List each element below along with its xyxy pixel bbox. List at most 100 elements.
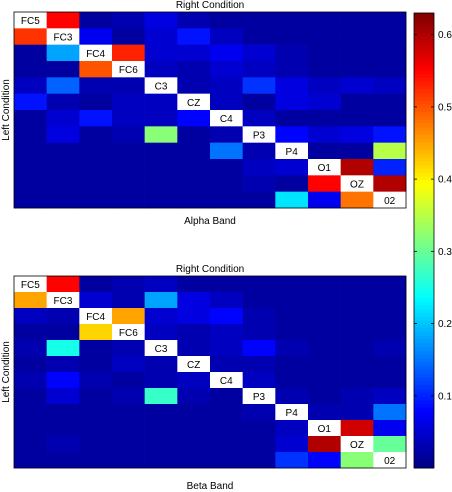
heatmap-cell xyxy=(340,12,374,29)
heatmap-cell xyxy=(210,61,243,78)
diagonal-cell xyxy=(177,93,210,110)
heatmap-cell xyxy=(373,28,407,45)
diagonal-cell xyxy=(373,191,406,208)
heatmap-cell xyxy=(210,308,243,325)
heatmap-cell xyxy=(177,292,211,309)
heatmap-cell xyxy=(79,452,113,469)
diagonal-cell xyxy=(79,44,112,61)
heatmap-cell xyxy=(308,12,341,29)
heatmap-cell xyxy=(308,93,341,111)
heatmap-cell xyxy=(144,61,178,78)
channel-label: P3 xyxy=(253,392,266,403)
heatmap-cell xyxy=(46,436,80,453)
colorbar-segment xyxy=(414,107,434,113)
channel-label: FC6 xyxy=(119,328,138,339)
colorbar-segment xyxy=(414,58,434,63)
heatmap-cell xyxy=(112,110,145,127)
colorbar-segment xyxy=(414,149,434,154)
x-axis-label: Alpha Band xyxy=(184,216,236,227)
heatmap-cell xyxy=(275,372,309,389)
heatmap-cell xyxy=(373,276,407,293)
heatmap-cell xyxy=(340,28,374,45)
heatmap-cell xyxy=(144,110,178,127)
colorbar-segment xyxy=(414,176,434,181)
heatmap-cell xyxy=(275,77,309,94)
colorbar-segment xyxy=(414,160,434,166)
heatmap-cell xyxy=(177,388,211,405)
colorbar-segment xyxy=(414,251,434,257)
colorbar-segment xyxy=(414,145,434,150)
heatmap-cell xyxy=(275,308,309,325)
heatmap-cell xyxy=(340,340,374,357)
heatmap-cell xyxy=(177,436,211,453)
colorbar-segment xyxy=(414,301,434,306)
diagonal-cell xyxy=(242,388,276,404)
channel-label: O1 xyxy=(318,163,332,174)
heatmap-cell xyxy=(275,175,309,192)
colorbar-segment xyxy=(414,445,434,450)
colorbar-segment xyxy=(414,464,434,469)
heatmap-cell xyxy=(14,292,47,309)
colorbar-segment xyxy=(414,320,434,325)
channel-label: FC3 xyxy=(54,296,73,307)
heatmap-cell xyxy=(112,175,145,192)
heatmap-cell xyxy=(242,191,276,209)
diagonal-cell xyxy=(144,77,178,94)
colorbar-segment xyxy=(414,66,434,71)
heatmap-cell xyxy=(46,12,80,29)
colorbar-segment xyxy=(414,323,434,329)
heatmap-cell xyxy=(373,308,407,325)
colorbar-segment xyxy=(414,229,434,234)
colorbar-segment xyxy=(414,452,434,458)
heatmap-cell xyxy=(79,436,113,453)
heatmap-cell xyxy=(308,436,341,453)
channel-label: C3 xyxy=(155,344,168,355)
x-axis-label: Beta Band xyxy=(187,481,234,492)
colorbar-segment xyxy=(414,282,434,287)
heatmap-cell xyxy=(340,276,374,293)
heatmap-cell xyxy=(79,372,113,389)
heatmap-cell xyxy=(46,324,80,341)
heatmap-cell xyxy=(340,420,374,437)
heatmap-cell xyxy=(275,340,309,357)
heatmap-cell xyxy=(210,324,243,341)
heatmap-cell xyxy=(46,77,80,94)
heatmap-cell xyxy=(46,44,80,62)
colorbar-tick-label: 0.4 xyxy=(438,175,452,186)
heatmap-cell xyxy=(177,159,211,176)
heatmap-cell xyxy=(210,142,243,160)
colorbar-segment xyxy=(414,456,434,461)
diagonal-cell xyxy=(308,420,341,436)
heatmap-cell xyxy=(308,308,341,325)
colorbar-segment xyxy=(414,195,434,200)
heatmap-cell xyxy=(275,28,309,45)
heatmap-cell xyxy=(46,175,80,192)
colorbar-segment xyxy=(414,73,434,78)
heatmap-cell xyxy=(242,404,276,421)
heatmap-cell xyxy=(79,340,113,357)
colorbar-segment xyxy=(414,407,434,412)
heatmap-cell xyxy=(308,77,341,94)
heatmap-cell xyxy=(373,372,407,389)
heatmap-cell xyxy=(79,175,113,192)
heatmap-cell xyxy=(144,175,178,192)
heatmap-cell xyxy=(177,372,211,389)
colorbar-segment xyxy=(414,369,434,374)
heatmap-cell xyxy=(112,436,145,453)
heatmap-cell xyxy=(112,93,145,111)
colorbar-segment xyxy=(414,111,434,116)
heatmap-cell xyxy=(79,292,113,309)
heatmap-cell xyxy=(210,44,243,62)
heatmap-cell xyxy=(373,388,407,405)
heatmap-cell xyxy=(79,159,113,176)
colorbar-segment xyxy=(414,232,434,238)
colorbar-segment xyxy=(414,377,434,382)
colorbar-segment xyxy=(414,138,434,143)
colorbar-segment xyxy=(414,437,434,442)
colorbar-segment xyxy=(414,433,434,439)
diagonal-cell xyxy=(46,28,80,45)
colorbar-segment xyxy=(414,327,434,332)
heatmap-cell xyxy=(242,93,276,111)
heatmap-cell xyxy=(177,28,211,45)
heatmap-cell xyxy=(144,93,178,111)
